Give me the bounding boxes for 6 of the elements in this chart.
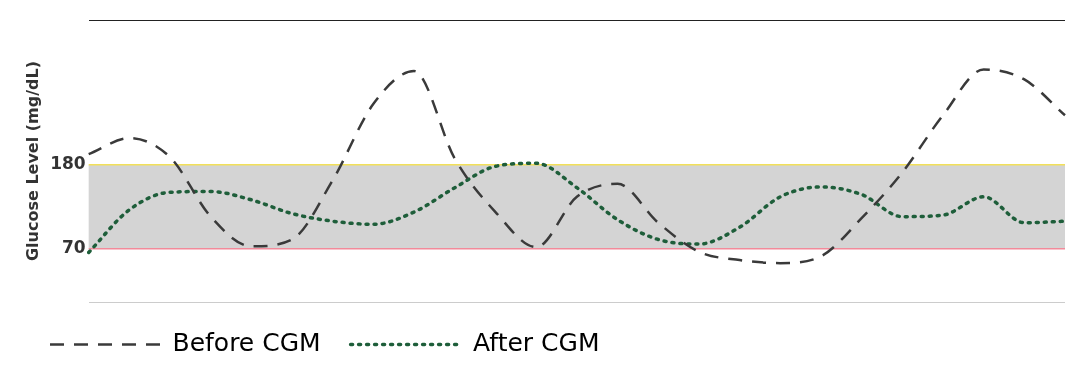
legend-label: After CGM — [473, 328, 600, 357]
y-tick-label: 180 — [50, 153, 86, 174]
y-axis-title: Glucose Level (mg/dL) — [22, 60, 42, 262]
line-series — [87, 68, 1067, 265]
legend-label: Before CGM — [172, 328, 321, 357]
y-tick-label: 70 — [62, 237, 86, 258]
